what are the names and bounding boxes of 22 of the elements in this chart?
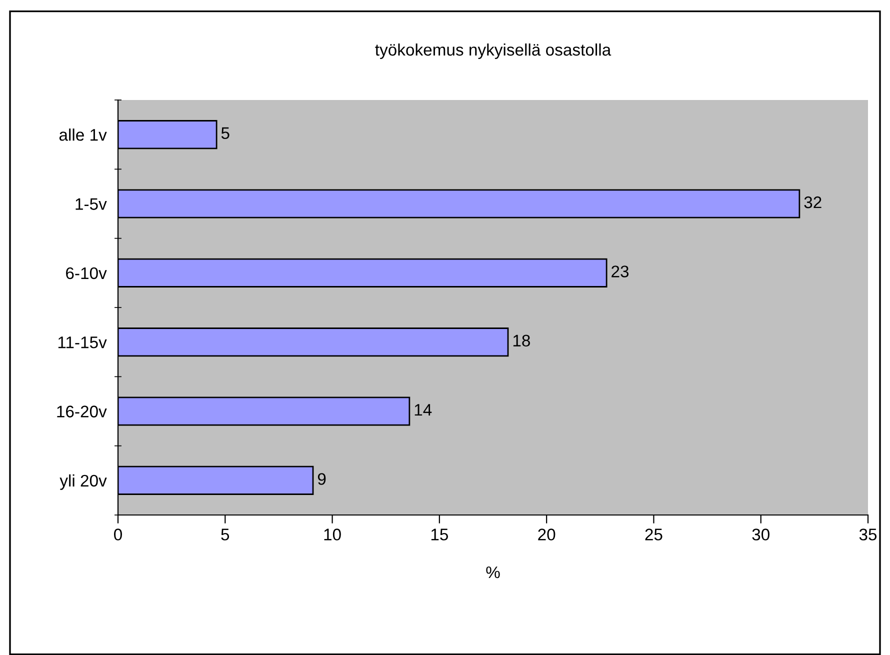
data-label: 32 bbox=[804, 196, 822, 208]
y-tick-label: 16-20v bbox=[57, 406, 107, 418]
y-tick-label: yli 20v bbox=[60, 474, 107, 490]
x-tick-label: 5 bbox=[221, 528, 230, 540]
x-tick-label: 15 bbox=[431, 528, 448, 540]
x-tick-label: 25 bbox=[645, 528, 662, 540]
y-tick-label: 6-10v bbox=[66, 267, 107, 280]
y-tick-label: alle 1v bbox=[59, 128, 107, 141]
x-tick-label: 10 bbox=[324, 528, 341, 540]
y-tick-label: 1-5v bbox=[76, 198, 107, 210]
y-tick-label: 11-15v bbox=[58, 336, 107, 348]
x-tick-label: 30 bbox=[752, 528, 770, 540]
data-label: 14 bbox=[414, 404, 432, 416]
x-tick-label: 35 bbox=[859, 528, 877, 540]
data-label: 9 bbox=[318, 473, 326, 485]
chart-title: työkokemus nykyisellä osastolla bbox=[375, 43, 612, 60]
x-axis-title: % bbox=[486, 566, 500, 578]
data-label: 23 bbox=[612, 266, 629, 278]
data-label: 18 bbox=[513, 334, 530, 347]
x-tick-label: 20 bbox=[538, 528, 556, 540]
x-tick-label: 0 bbox=[114, 528, 122, 540]
data-label: 5 bbox=[221, 127, 230, 140]
